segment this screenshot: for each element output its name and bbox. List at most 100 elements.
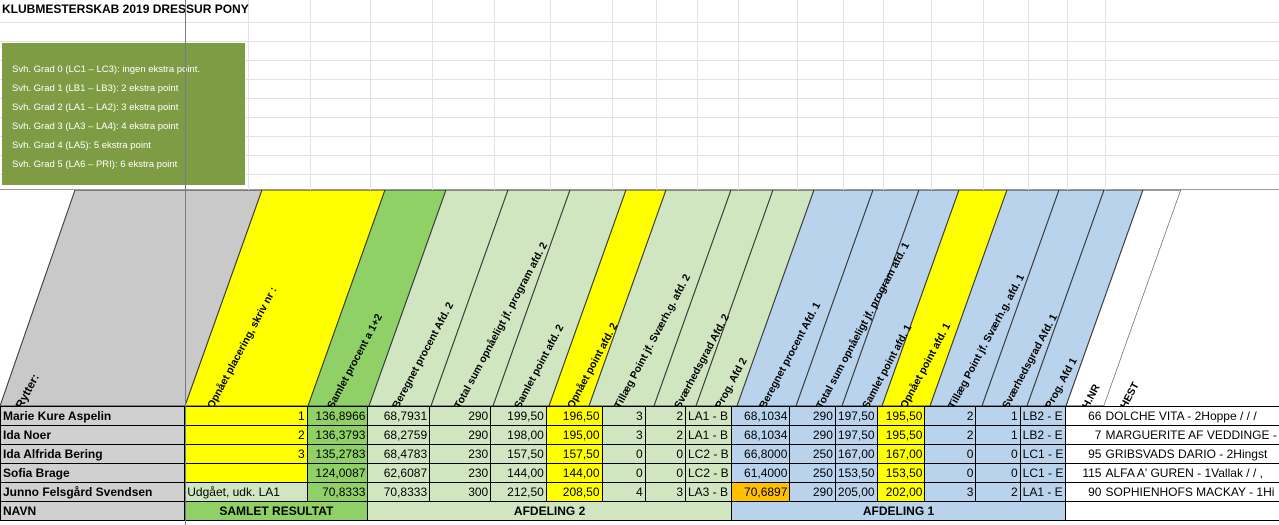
cell-sv2[interactable]: 0 [644,463,687,483]
cell-hest[interactable]: DOLCHE VITA - 2Hoppe / / / [1103,406,1279,426]
cell-name[interactable]: Sofia Brage [0,463,186,483]
cell-sp1[interactable]: 205,00 [834,482,878,502]
cell-hnr[interactable]: 95 [1065,444,1104,464]
cell-sp1[interactable]: 197,50 [834,425,878,445]
cell-tot2[interactable]: 290 [429,425,492,445]
cell-sv2[interactable]: 3 [644,482,687,502]
cell-sp1[interactable]: 197,50 [834,406,878,426]
cell-prog1[interactable]: LC1 - E [1019,444,1067,464]
cell-prog2[interactable]: LA3 - B [685,482,732,502]
slanted-header-bands [0,190,1279,406]
cell-til2[interactable]: 0 [601,463,646,483]
cell-bp1[interactable]: 61,4000 [730,463,791,483]
cell-op2[interactable]: 157,50 [545,444,603,464]
cell-sp1[interactable]: 153,50 [834,463,878,483]
cell-tot1[interactable]: 250 [789,444,836,464]
cell-bp1[interactable]: 66,8000 [730,444,791,464]
cell-til2[interactable]: 3 [601,425,646,445]
cell-tot1[interactable]: 290 [789,406,836,426]
cell-op1[interactable]: 195,50 [876,406,926,426]
cell-samlet[interactable]: 70,8333 [306,482,369,502]
cell-samlet[interactable]: 135,2783 [306,444,369,464]
cell-tot2[interactable]: 230 [429,463,492,483]
cell-til1[interactable]: 0 [924,444,977,464]
cell-sv1[interactable]: 1 [975,425,1021,445]
cell-hest[interactable]: MARGUERITE AF VEDDINGE - [1103,425,1279,445]
cell-sv1[interactable]: 1 [975,406,1021,426]
cell-prog1[interactable]: LB2 - E [1019,425,1067,445]
cell-hest[interactable]: GRIBSVADS DARIO - 2Hingst [1103,444,1279,464]
cell-sp1[interactable]: 167,00 [834,444,878,464]
cell-sv2[interactable]: 2 [644,406,687,426]
cell-til2[interactable]: 0 [601,444,646,464]
cell-op2[interactable]: 196,50 [545,406,603,426]
cell-samlet[interactable]: 136,3793 [306,425,369,445]
cell-sp2[interactable]: 212,50 [490,482,547,502]
cell-prog1[interactable]: LA1 - E [1019,482,1067,502]
cell-sp2[interactable]: 144,00 [490,463,547,483]
cell-prog2[interactable]: LA1 - B [685,406,732,426]
cell-hnr[interactable]: 7 [1065,425,1104,445]
cell-name[interactable]: Ida Noer [0,425,186,445]
cell-tot2[interactable]: 290 [429,406,492,426]
cell-bp1[interactable]: 68,1034 [730,425,791,445]
cell-hnr[interactable]: 66 [1065,406,1104,426]
cell-plac[interactable]: 2 [184,425,308,445]
cell-til1[interactable]: 2 [924,425,977,445]
cell-samlet[interactable]: 124,0087 [306,463,369,483]
cell-name[interactable]: Junno Felsgård Svendsen [0,482,186,502]
cell-tot1[interactable]: 250 [789,463,836,483]
cell-plac[interactable] [184,463,308,483]
cell-op1[interactable]: 153,50 [876,463,926,483]
cell-sp2[interactable]: 198,00 [490,425,547,445]
cell-op2[interactable]: 195,00 [545,425,603,445]
cell-tot2[interactable]: 230 [429,444,492,464]
cell-samlet[interactable]: 136,8966 [306,406,369,426]
footer-row: NAVN SAMLET RESULTAT AFDELING 2 AFDELING… [0,501,1279,521]
cell-bp2[interactable]: 62,6087 [367,463,431,483]
cell-til1[interactable]: 0 [924,463,977,483]
cell-tot1[interactable]: 290 [789,425,836,445]
cell-bp2[interactable]: 68,4783 [367,444,431,464]
cell-op1[interactable]: 202,00 [876,482,926,502]
cell-hest[interactable]: SOPHIENHOFS MACKAY - 1Hi [1103,482,1279,502]
cell-til1[interactable]: 2 [924,406,977,426]
cell-sv1[interactable]: 0 [975,463,1021,483]
cell-op2[interactable]: 208,50 [545,482,603,502]
cell-sv2[interactable]: 0 [644,444,687,464]
cell-sp2[interactable]: 157,50 [490,444,547,464]
cell-plac[interactable]: 3 [184,444,308,464]
cell-bp2[interactable]: 70,8333 [367,482,431,502]
cell-til1[interactable]: 3 [924,482,977,502]
cell-prog2[interactable]: LA1 - B [685,425,732,445]
cell-bp1[interactable]: 70,6897 [730,482,791,502]
cell-sv1[interactable]: 2 [975,482,1021,502]
cell-prog1[interactable]: LC1 - E [1019,463,1067,483]
cell-prog1[interactable]: LB2 - E [1019,406,1067,426]
cell-op2[interactable]: 144,00 [545,463,603,483]
cell-sv1[interactable]: 0 [975,444,1021,464]
cell-tot1[interactable]: 290 [789,482,836,502]
cell-plac[interactable]: Udgået, udk. LA1 [184,482,308,502]
cell-prog2[interactable]: LC2 - B [685,463,732,483]
cell-bp2[interactable]: 68,2759 [367,425,431,445]
cell-hest[interactable]: ALFA A' GUREN - 1Vallak / / , [1103,463,1279,483]
grid-line [0,60,1279,61]
cell-sv2[interactable]: 2 [644,425,687,445]
cell-til2[interactable]: 3 [601,406,646,426]
cell-bp2[interactable]: 68,7931 [367,406,431,426]
cell-tot2[interactable]: 300 [429,482,492,502]
cell-name[interactable]: Ida Alfrida Bering [0,444,186,464]
cell-sp2[interactable]: 199,50 [490,406,547,426]
cell-op1[interactable]: 167,00 [876,444,926,464]
cell-op1[interactable]: 195,50 [876,425,926,445]
cell-hnr[interactable]: 115 [1065,463,1104,483]
cell-plac[interactable]: 1 [184,406,308,426]
cell-bp1[interactable]: 68,1034 [730,406,791,426]
cell-name[interactable]: Marie Kure Aspelin [0,406,186,426]
grid-line [697,0,698,190]
cell-til2[interactable]: 4 [601,482,646,502]
cell-hnr[interactable]: 90 [1065,482,1104,502]
cell-prog2[interactable]: LC2 - B [685,444,732,464]
